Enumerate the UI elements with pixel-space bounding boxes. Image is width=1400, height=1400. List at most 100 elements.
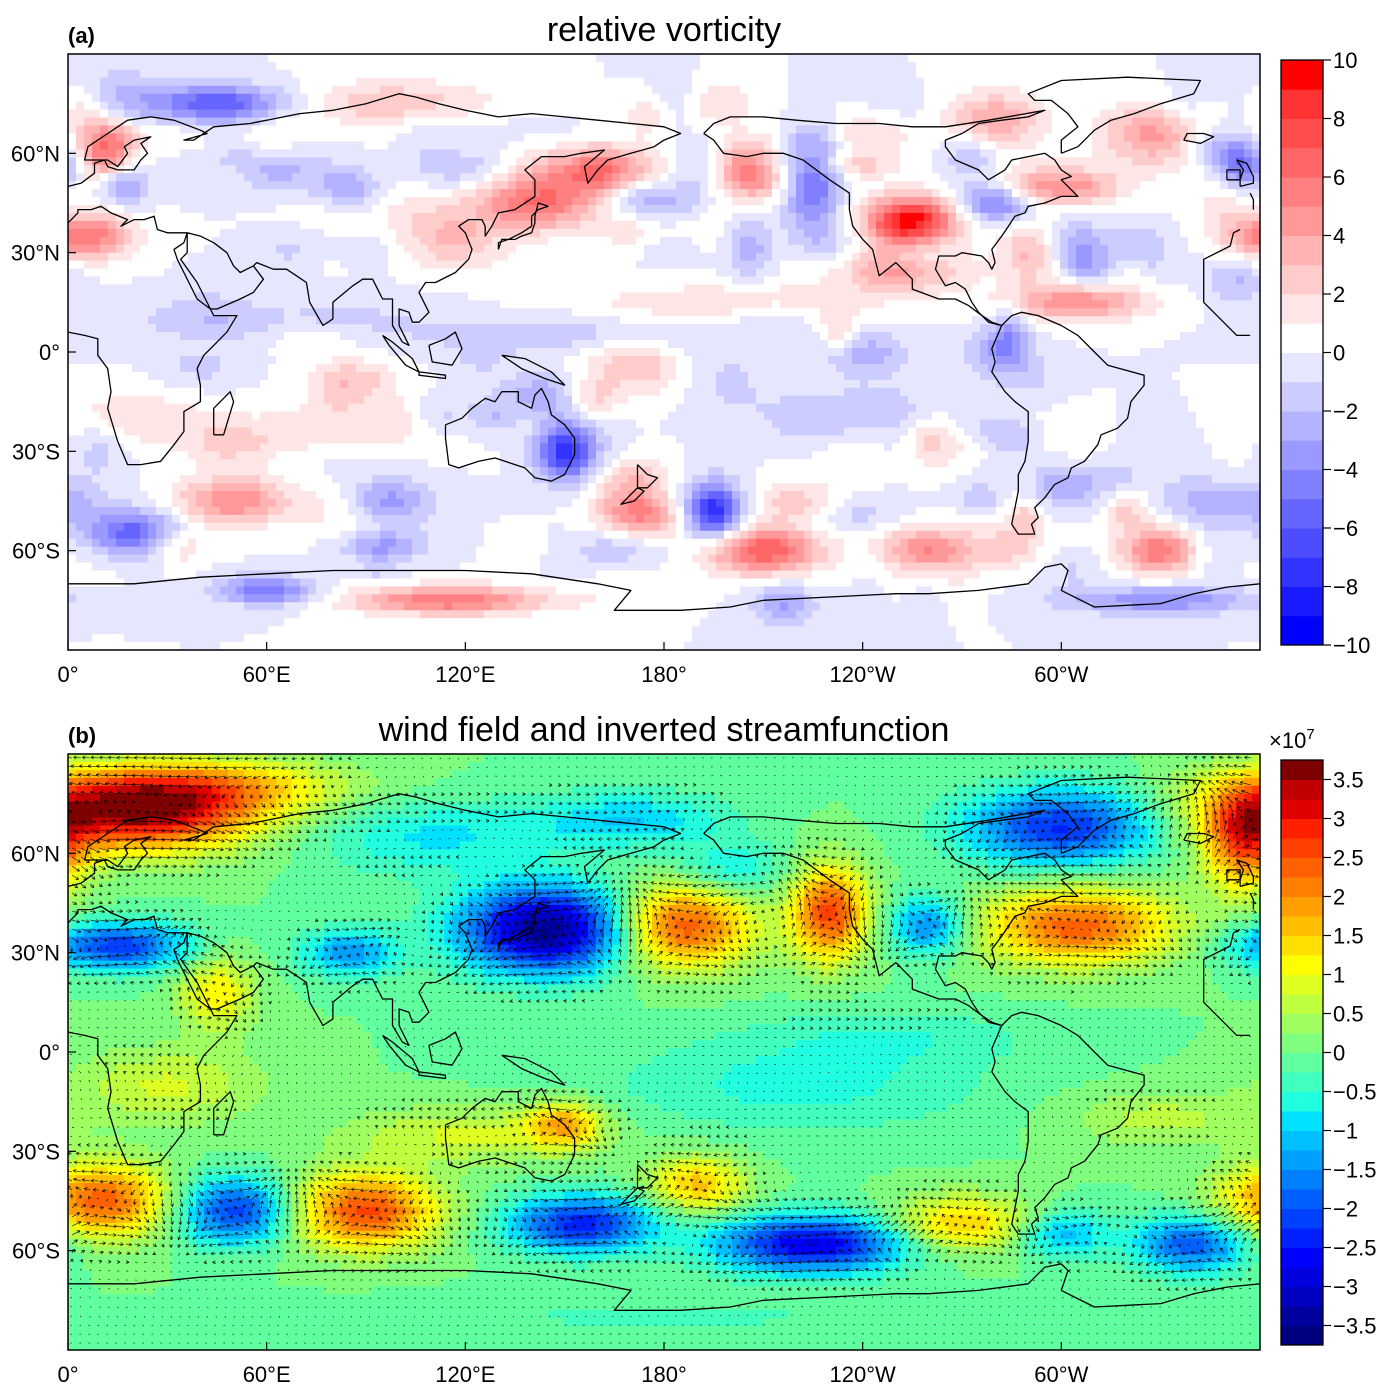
field-cell	[852, 85, 861, 95]
field-cell	[1252, 292, 1260, 301]
field-cell	[828, 181, 837, 190]
field-cell	[308, 228, 317, 238]
field-cell	[1132, 117, 1141, 127]
field-cell	[1076, 157, 1085, 166]
field-cell	[492, 77, 501, 87]
field-cell	[1196, 157, 1205, 166]
field-cell	[468, 61, 477, 71]
field-cell	[460, 308, 469, 317]
field-cell	[924, 77, 933, 87]
field-cell	[1244, 228, 1253, 238]
field-cell	[204, 109, 213, 119]
field-cell	[764, 236, 773, 246]
field-cell	[860, 61, 869, 71]
field-cell	[1124, 77, 1133, 87]
field-cell	[404, 149, 413, 158]
field-cell	[460, 276, 469, 286]
field-cell	[812, 244, 821, 254]
field-cell	[620, 173, 629, 182]
field-cell	[628, 69, 637, 79]
field-cell	[604, 133, 613, 143]
field-cell	[1044, 133, 1053, 143]
field-cell	[900, 181, 909, 190]
field-cell	[172, 236, 181, 246]
field-cell	[244, 149, 253, 158]
field-cell	[412, 85, 421, 95]
field-cell	[740, 109, 749, 119]
field-cell	[924, 165, 933, 174]
field-cell	[388, 109, 397, 119]
field-cell	[580, 117, 589, 127]
field-cell	[1036, 308, 1045, 317]
field-cell	[404, 268, 413, 278]
field-cell	[556, 54, 565, 63]
field-cell	[1084, 292, 1093, 301]
field-cell	[340, 276, 349, 286]
field-cell	[68, 165, 77, 174]
field-cell	[764, 157, 773, 166]
field-cell	[428, 204, 437, 214]
field-cell	[1212, 236, 1221, 246]
field-cell	[564, 69, 573, 79]
field-cell	[236, 181, 245, 190]
field-cell	[1052, 292, 1061, 301]
field-cell	[1060, 173, 1069, 182]
field-cell	[612, 109, 621, 119]
field-cell	[508, 133, 517, 143]
field-cell	[700, 260, 709, 270]
field-cell	[1124, 252, 1133, 262]
field-cell	[892, 85, 901, 95]
field-cell	[292, 141, 301, 150]
field-cell	[364, 85, 373, 95]
field-cell	[900, 300, 909, 309]
field-cell	[1236, 54, 1245, 63]
field-cell	[684, 149, 693, 158]
field-cell	[836, 93, 845, 103]
field-cell	[900, 149, 909, 158]
field-cell	[260, 54, 269, 63]
field-cell	[292, 308, 301, 317]
field-cell	[908, 268, 917, 278]
field-cell	[980, 93, 989, 103]
field-cell	[1012, 173, 1021, 182]
field-cell	[428, 268, 437, 278]
field-cell	[1116, 125, 1125, 135]
field-cell	[796, 54, 805, 63]
field-cell	[620, 308, 629, 317]
field-cell	[1076, 117, 1085, 127]
field-cell	[724, 125, 733, 135]
field-cell	[828, 204, 837, 214]
field-cell	[724, 157, 733, 166]
field-cell	[916, 61, 925, 71]
field-cell	[172, 260, 181, 270]
field-cell	[116, 300, 125, 309]
field-cell	[972, 141, 981, 150]
field-cell	[500, 109, 509, 119]
field-cell	[644, 157, 653, 166]
field-cell	[156, 260, 165, 270]
field-cell	[1188, 93, 1197, 103]
field-cell	[588, 197, 597, 206]
field-cell	[300, 101, 309, 111]
field-cell	[948, 252, 957, 262]
field-cell	[652, 292, 661, 301]
field-cell	[196, 276, 205, 286]
field-cell	[332, 77, 341, 87]
field-cell	[388, 260, 397, 270]
field-cell	[244, 165, 253, 174]
field-cell	[860, 197, 869, 206]
field-cell	[444, 85, 453, 95]
field-cell	[684, 220, 693, 230]
field-cell	[572, 61, 581, 71]
field-cell	[1140, 260, 1149, 270]
field-cell	[404, 212, 413, 222]
field-cell	[908, 101, 917, 111]
field-cell	[164, 117, 173, 127]
field-cell	[820, 157, 829, 166]
field-cell	[1124, 69, 1133, 79]
field-cell	[1028, 284, 1037, 293]
field-cell	[212, 101, 221, 111]
field-cell	[388, 181, 397, 190]
field-cell	[1132, 85, 1141, 95]
field-cell	[1244, 133, 1253, 143]
